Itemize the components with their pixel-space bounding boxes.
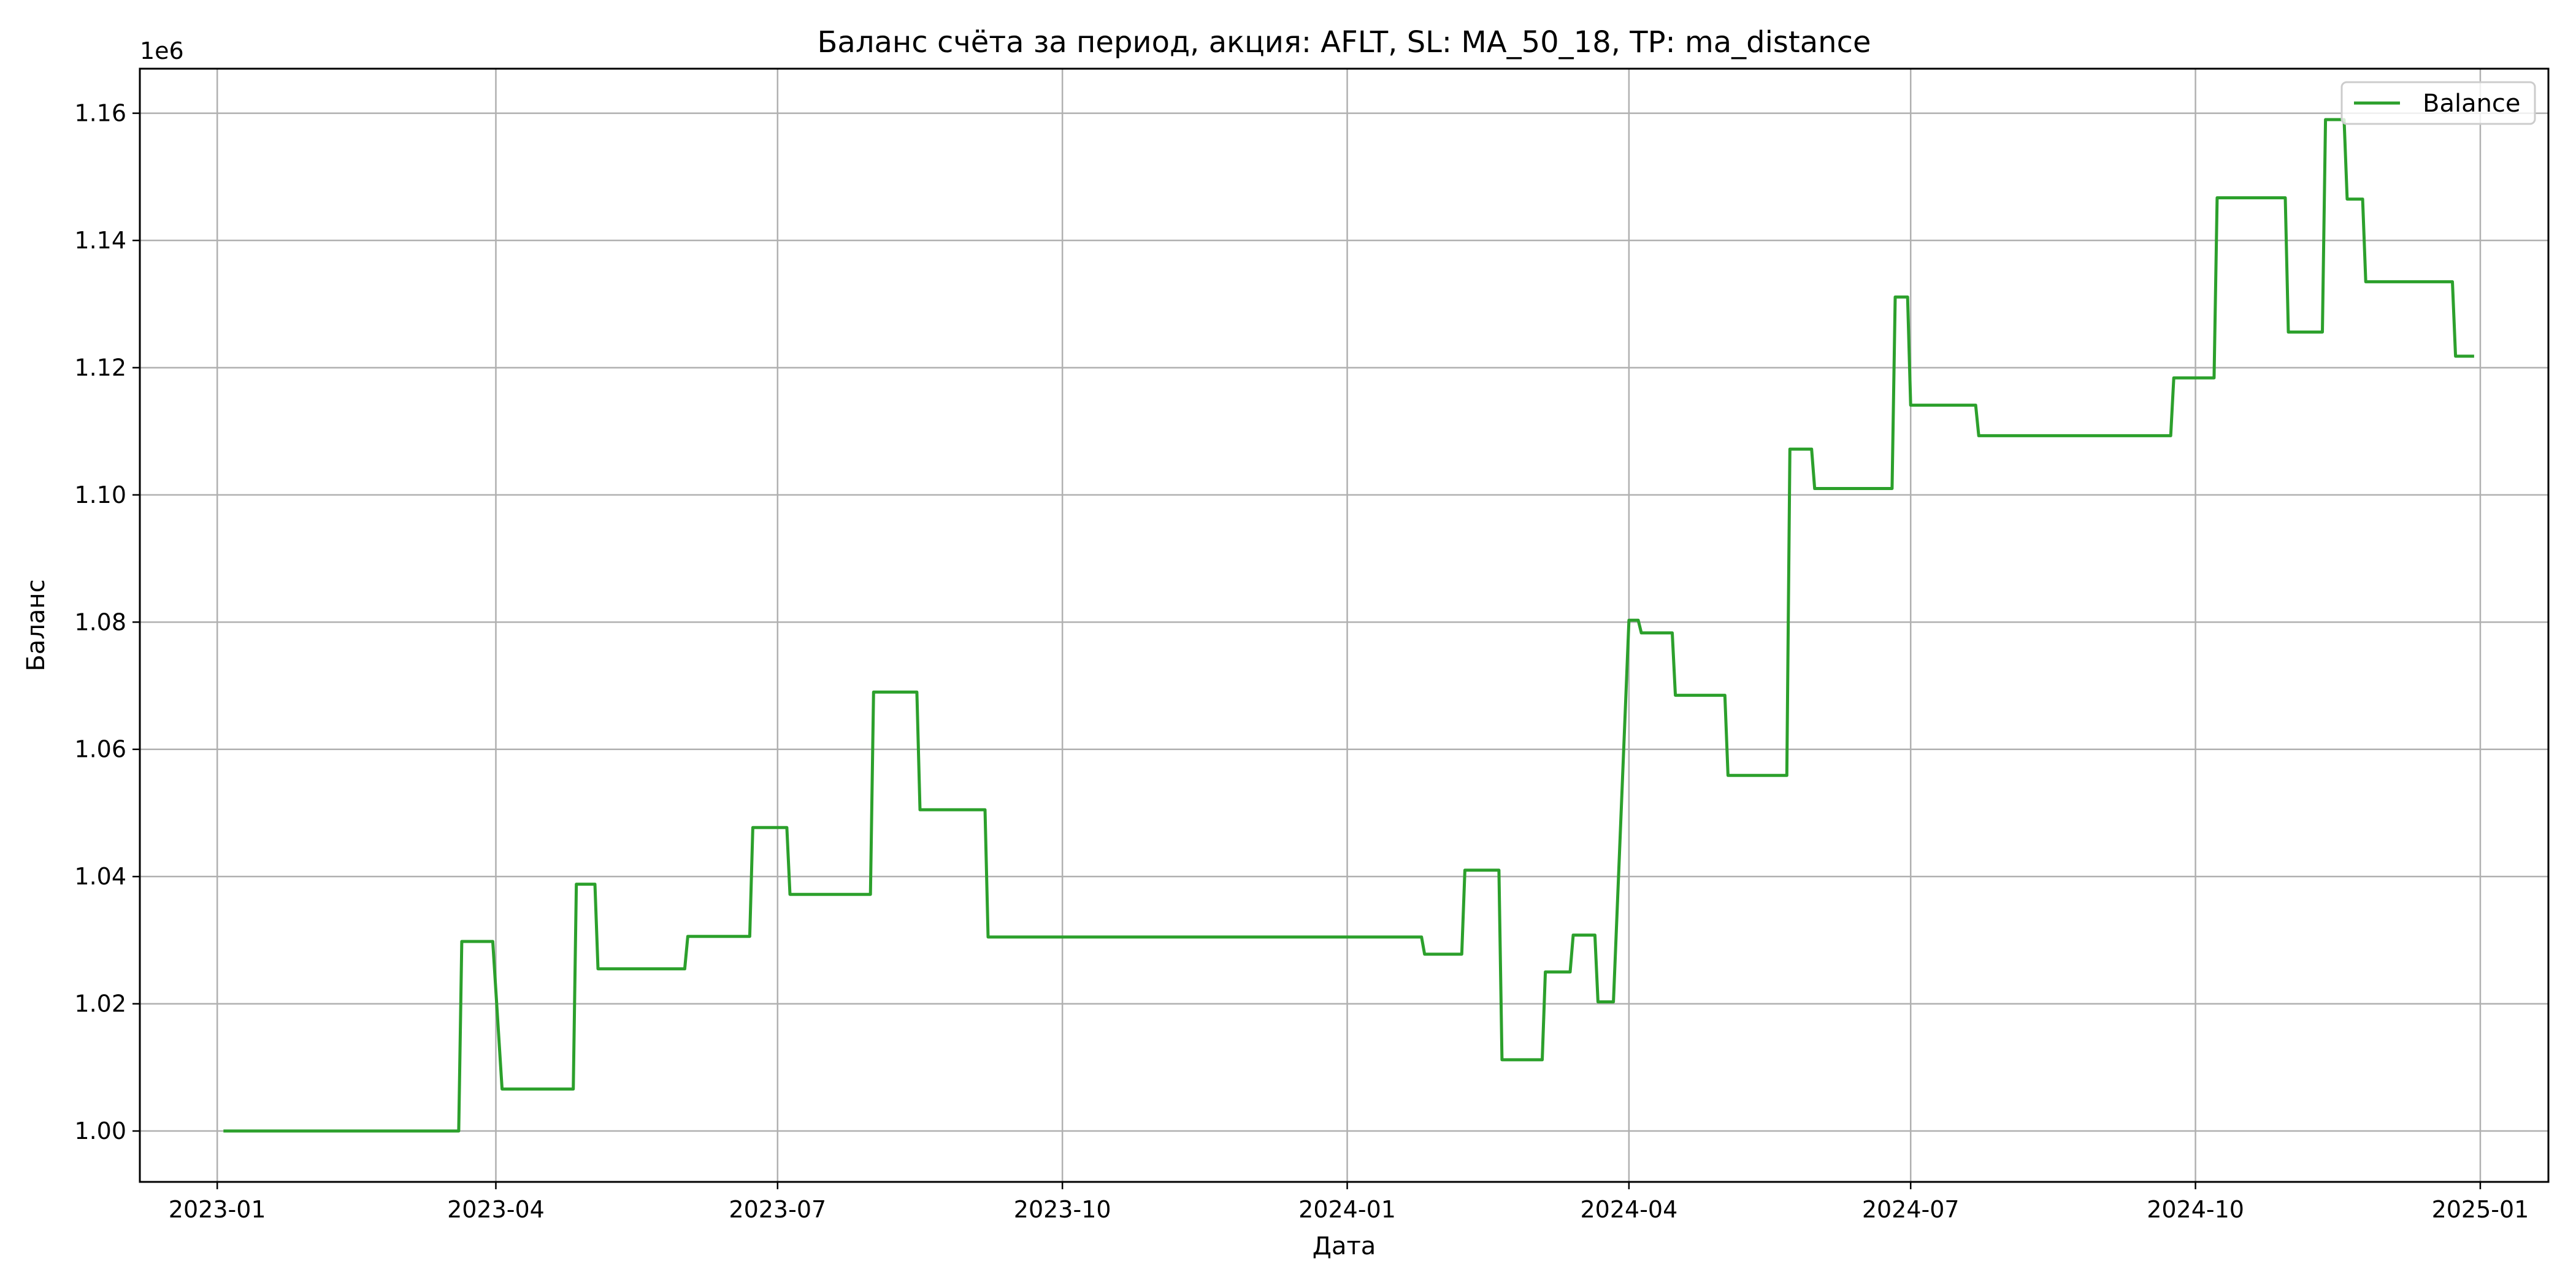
chart-title: Баланс счёта за период, акция: AFLT, SL:… bbox=[817, 25, 1871, 59]
y-axis-offset-label: 1e6 bbox=[140, 37, 184, 64]
series-line-balance bbox=[223, 118, 2474, 1133]
x-tick-label: 2024-10 bbox=[2147, 1196, 2244, 1223]
plot-frame bbox=[139, 67, 2550, 1183]
y-tick-label: 1.14 bbox=[74, 227, 126, 254]
y-axis-ticks: 1.00 1.02 1.04 1.06 1.08 1.10 1.12 1.14 1.16 bbox=[74, 100, 140, 1144]
x-tick-label: 2023-01 bbox=[169, 1196, 266, 1223]
x-tick-label: 2023-04 bbox=[447, 1196, 545, 1223]
legend-box bbox=[2340, 81, 2536, 125]
y-tick-label: 1.04 bbox=[74, 863, 126, 890]
y-tick-label: 1.10 bbox=[74, 481, 126, 508]
legend-label-balance: Balance bbox=[2423, 90, 2521, 118]
y-tick-label: 1.00 bbox=[74, 1117, 126, 1144]
legend: Balance bbox=[2340, 81, 2536, 125]
series-layer bbox=[223, 118, 2474, 1133]
y-tick-label: 1.08 bbox=[74, 608, 126, 635]
x-tick-label: 2023-07 bbox=[729, 1196, 826, 1223]
grid-lines bbox=[140, 69, 2548, 1182]
x-axis-label: Дата bbox=[1313, 1232, 1376, 1260]
y-tick-label: 1.12 bbox=[74, 354, 126, 381]
y-tick-label: 1.06 bbox=[74, 736, 126, 763]
y-axis-label: Баланс bbox=[22, 579, 50, 671]
y-tick-label: 1.16 bbox=[74, 100, 126, 127]
x-tick-label: 2023-10 bbox=[1014, 1196, 1111, 1223]
x-tick-label: 2024-07 bbox=[1862, 1196, 1960, 1223]
x-axis-ticks: 2023-01 2023-04 2023-07 2023-10 2024-01 2024-… bbox=[169, 1182, 2529, 1223]
x-tick-label: 2024-04 bbox=[1580, 1196, 1677, 1223]
x-tick-label: 2024-01 bbox=[1298, 1196, 1396, 1223]
x-tick-label: 2025-01 bbox=[2432, 1196, 2529, 1223]
y-tick-label: 1.02 bbox=[74, 991, 126, 1018]
